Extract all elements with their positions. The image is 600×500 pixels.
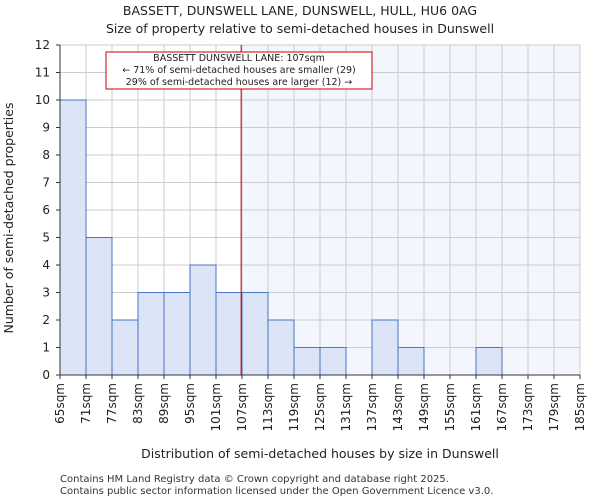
x-tick-label: 83sqm	[131, 383, 145, 424]
y-tick-label: 9	[42, 121, 50, 135]
bar	[319, 347, 347, 376]
annotation-box	[105, 51, 373, 90]
x-tick-label: 143sqm	[391, 383, 405, 431]
footer-line-1: Contains HM Land Registry data © Crown c…	[60, 474, 449, 485]
bar	[241, 292, 269, 376]
annotation-line-2: ← 71% of semi-detached houses are smalle…	[122, 65, 356, 76]
bar	[215, 292, 243, 376]
y-tick-label: 7	[42, 176, 50, 190]
x-tick-label: 77sqm	[105, 383, 119, 424]
chart-subtitle: Size of property relative to semi-detach…	[106, 21, 494, 36]
x-tick-label: 179sqm	[547, 383, 561, 431]
footer-line-2: Contains public sector information licen…	[60, 486, 493, 497]
bar	[293, 347, 321, 376]
bar	[85, 237, 113, 376]
y-tick-label: 5	[42, 231, 50, 245]
bar	[163, 292, 191, 376]
y-tick-label: 11	[35, 66, 50, 80]
x-tick-label: 167sqm	[495, 383, 509, 431]
bar	[137, 292, 165, 376]
x-tick-label: 161sqm	[469, 383, 483, 431]
y-tick-label: 4	[42, 258, 50, 272]
bar	[189, 264, 217, 376]
x-tick-label: 89sqm	[157, 383, 171, 424]
x-tick-label: 131sqm	[339, 383, 353, 431]
annotation-line-1: BASSETT DUNSWELL LANE: 107sqm	[153, 53, 325, 64]
x-tick-label: 155sqm	[443, 383, 457, 431]
x-tick-label: 95sqm	[183, 383, 197, 424]
bar	[111, 319, 139, 376]
y-tick-label: 12	[35, 38, 50, 52]
y-tick-label: 3	[42, 286, 50, 300]
x-tick-label: 185sqm	[573, 383, 587, 431]
annotation-line-3: 29% of semi-detached houses are larger (…	[126, 77, 353, 88]
x-tick-label: 125sqm	[313, 383, 327, 431]
x-tick-label: 137sqm	[365, 383, 379, 431]
bar	[371, 319, 399, 376]
bar	[59, 99, 87, 376]
x-tick-label: 119sqm	[287, 383, 301, 431]
x-tick-label: 101sqm	[209, 383, 223, 431]
bar	[267, 319, 295, 376]
y-tick-label: 8	[42, 148, 50, 162]
y-axis-label: Number of semi-detached properties	[1, 103, 16, 334]
x-tick-label: 71sqm	[79, 383, 93, 424]
x-tick-label: 173sqm	[521, 383, 535, 431]
y-tick-label: 2	[42, 313, 50, 327]
bar	[397, 347, 425, 376]
chart-title: BASSETT, DUNSWELL LANE, DUNSWELL, HULL, …	[123, 3, 477, 18]
x-tick-label: 107sqm	[235, 383, 249, 431]
y-tick-label: 1	[42, 341, 50, 355]
x-tick-label: 65sqm	[53, 383, 67, 424]
y-tick-label: 10	[35, 93, 50, 107]
x-tick-label: 113sqm	[261, 383, 275, 431]
x-axis-label: Distribution of semi-detached houses by …	[141, 446, 499, 461]
bar	[475, 347, 503, 376]
y-tick-label: 6	[42, 203, 50, 217]
x-tick-label: 149sqm	[417, 383, 431, 431]
y-tick-label: 0	[42, 368, 50, 382]
